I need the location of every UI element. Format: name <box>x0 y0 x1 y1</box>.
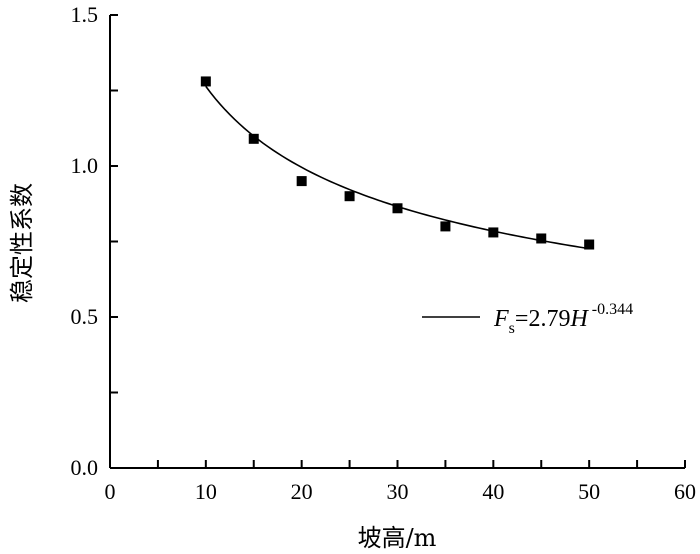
data-point <box>200 76 211 87</box>
data-point <box>296 176 307 187</box>
data-point <box>536 233 547 244</box>
data-point <box>344 191 355 202</box>
legend-fs: F <box>493 306 509 332</box>
legend: Fs=2.79H -0.344 <box>422 301 633 337</box>
x-tick-label: 10 <box>195 479 217 504</box>
legend-coefficient: =2.79 <box>515 306 571 332</box>
fit-curve <box>205 85 590 250</box>
data-point <box>248 133 259 144</box>
x-tick-label: 20 <box>291 479 313 504</box>
data-point <box>584 239 595 250</box>
legend-fs-subscript: s <box>509 320 515 337</box>
x-ticks: 0 10 20 30 40 50 60 <box>105 460 696 504</box>
y-axis-title: 稳定性系数 <box>8 183 36 303</box>
y-axis: 0.0 0.5 1.0 1.5 <box>71 2 118 480</box>
legend-equation: Fs=2.79H -0.344 <box>493 301 633 337</box>
y-tick-label: 1.0 <box>71 153 99 178</box>
data-point <box>440 221 451 232</box>
data-point <box>392 203 403 214</box>
legend-exponent: -0.344 <box>588 301 633 318</box>
y-tick-label: 0.5 <box>71 304 99 329</box>
y-ticks: 0.0 0.5 1.0 1.5 <box>71 2 118 480</box>
legend-h: H <box>569 306 589 332</box>
y-tick-label: 1.5 <box>71 2 99 27</box>
data-points <box>200 76 595 250</box>
data-point <box>488 227 499 238</box>
x-axis: 0 10 20 30 40 50 60 <box>105 460 696 504</box>
x-tick-label: 40 <box>482 479 504 504</box>
y-tick-label: 0.0 <box>71 455 99 480</box>
x-tick-label: 50 <box>578 479 600 504</box>
x-axis-title: 坡高/m <box>358 524 437 552</box>
x-tick-label: 30 <box>387 479 409 504</box>
x-tick-label: 60 <box>674 479 696 504</box>
x-tick-label: 0 <box>105 479 116 504</box>
